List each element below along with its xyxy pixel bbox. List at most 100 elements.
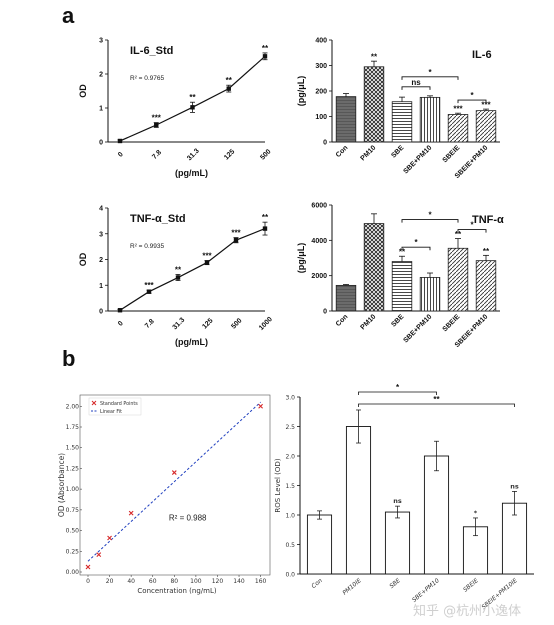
standard-curve-x-tick-label: 0 [86, 578, 90, 585]
tnf-bar-y-label: (pg/μL) [296, 243, 306, 274]
standard-curve-x-tick-label: 100 [190, 578, 202, 585]
standard-curve-y-tick-label: 1.50 [66, 445, 80, 452]
tnf-bar-sig-label: ** [399, 248, 406, 257]
tnf-std-point [117, 308, 123, 313]
il6-std-sig-label: ** [226, 76, 233, 85]
tnf-std-point [233, 237, 239, 243]
tnf-bar-x-tick-label: SBEIE [442, 313, 462, 333]
ros-sig-label: * [474, 509, 478, 517]
standard-curve-x-tick-label: 40 [127, 578, 135, 585]
ros-sig-label: ns [510, 482, 519, 490]
standard-curve-point [85, 564, 91, 570]
standard-curve-point [96, 552, 102, 557]
ros-y-tick-label: 0.0 [285, 572, 295, 579]
ros-bar [462, 526, 489, 575]
tnf-bar-bracket-label: * [414, 238, 418, 247]
tnf-std-sig-label: *** [144, 281, 154, 290]
standard-curve-point [107, 535, 112, 541]
tnf-std-chart: 0 1 2 3 4 0 *** 7.8 ** 31.3 *** 125 *** 500 ** 1000 TNF-… [78, 206, 274, 348]
standard-curve-y-tick-label: 1.75 [66, 424, 80, 431]
ros-y-tick-label: 0.5 [285, 542, 295, 549]
tnf-bar-sig-bracket [457, 229, 487, 233]
il6-std-x-tick-label: 125 [223, 148, 236, 161]
ros-bracket-label: ** [433, 395, 440, 404]
il6-std-sig-label: ** [189, 93, 196, 102]
standard-curve-y-tick-label: 2.00 [66, 403, 80, 410]
panel-label-b: b [62, 346, 76, 371]
il6-bar-bar [335, 96, 357, 143]
il6-std-x-tick-label: 0 [117, 151, 125, 159]
il6-bar-sig-label: *** [453, 105, 463, 114]
il6-std-y-tick-label: 3 [99, 38, 103, 45]
tnf-std-y-tick-label: 1 [99, 283, 103, 290]
ros-y-tick-label: 1.0 [285, 513, 295, 520]
standard-curve-frame [79, 394, 271, 576]
tnf-bar-y-tick-label: 2000 [311, 273, 327, 280]
ros-sig-label: ns [393, 497, 402, 505]
standard-curve-legend [88, 397, 142, 416]
il6-bar-sig-bracket [401, 86, 431, 90]
panel-label-a: a [62, 3, 75, 28]
tnf-std-sig-label: ** [175, 265, 182, 274]
il6-bar-y-tick-label: 300 [315, 63, 327, 70]
tnf-std-x-tick-label: 125 [201, 317, 214, 330]
il6-std-chart: 0 1 2 3 0 *** 7.8 ** 31.3 ** 125 ** 500 IL-6_Std R² = … [78, 38, 273, 179]
il6-bar-x-tick-label: SBEIE [442, 144, 462, 164]
tnf-std-point [175, 275, 181, 280]
ros-y-tick-label: 3.0 [285, 395, 295, 402]
il6-bar-bracket-label: * [470, 91, 474, 100]
il6-std-y-tick-label: 1 [99, 106, 103, 113]
il6-std-y-label: OD [78, 84, 88, 98]
il6-std-r2: R² = 0.9765 [130, 75, 165, 82]
tnf-std-title: TNF-α_Std [130, 213, 186, 225]
il6-std-sig-label: ** [262, 44, 269, 53]
ros-x-tick-label: SBEIE [462, 577, 480, 594]
tnf-bar-y-tick-label: 0 [323, 309, 327, 316]
ros-bar [345, 426, 372, 575]
standard-curve-y-label: OD (Absorbance) [57, 453, 66, 517]
standard-curve-legend-entry: Standard Points [100, 401, 138, 407]
il6-bar-bar [419, 96, 441, 143]
il6-std-x-label: (pg/mL) [175, 168, 208, 178]
il6-bar-y-tick-label: 100 [315, 114, 327, 121]
standard-curve-x-label: Concentration (ng/mL) [137, 587, 216, 595]
tnf-bar-bracket-label: * [470, 221, 474, 230]
ros-y-tick-label: 1.5 [285, 483, 295, 490]
standard-curve-point [128, 510, 134, 516]
standard-curve-x-tick-label: 160 [255, 578, 267, 585]
ros-sig-bracket [358, 403, 515, 407]
tnf-std-y-tick-label: 3 [99, 231, 103, 238]
watermark: 知乎 @杭州小逸体 [413, 604, 522, 619]
il6-bar-bar [475, 110, 497, 143]
il6-bar-bar [391, 101, 413, 143]
tnf-bar-sig-label: ** [483, 247, 490, 256]
tnf-bar-y-tick-label: 4000 [311, 238, 327, 245]
il6-std-title: IL-6_Std [130, 45, 173, 57]
ros-x-tick-label: SBE [388, 577, 402, 590]
tnf-bar-bar [475, 260, 497, 312]
tnf-std-point [146, 289, 152, 294]
ros-bracket-label: * [396, 383, 400, 392]
tnf-bar-sig-bracket [401, 246, 431, 251]
tnf-bar-x-tick-label: SBE+PM10 [402, 313, 433, 344]
il6-bar-y-label: (pg/μL) [296, 76, 306, 107]
il6-std-point [117, 138, 123, 144]
tnf-std-y-tick-label: 2 [99, 257, 103, 264]
tnf-bar-title: TNF-α [472, 214, 504, 226]
standard-curve-r2: R² = 0.988 [169, 514, 207, 523]
tnf-std-x-tick-label: 31.3 [172, 317, 187, 332]
il6-bar-x-tick-label: SBE [390, 144, 405, 159]
tnf-std-series-line [119, 228, 266, 311]
tnf-std-y-tick-label: 0 [99, 309, 103, 316]
tnf-std-x-tick-label: 1000 [258, 316, 274, 332]
il6-bar-x-tick-label: PM10 [360, 144, 378, 162]
standard-curve-y-tick-label: 1.00 [66, 486, 80, 493]
tnf-bar-x-tick-label: SBE [390, 313, 405, 328]
il6-bar-sig-bracket [457, 99, 487, 104]
il6-bar-sig-bracket [401, 76, 459, 80]
standard-curve-x-tick-label: 20 [106, 578, 114, 585]
tnf-std-x-tick-label: 7.8 [144, 318, 156, 330]
il6-bar-bar [447, 114, 469, 143]
